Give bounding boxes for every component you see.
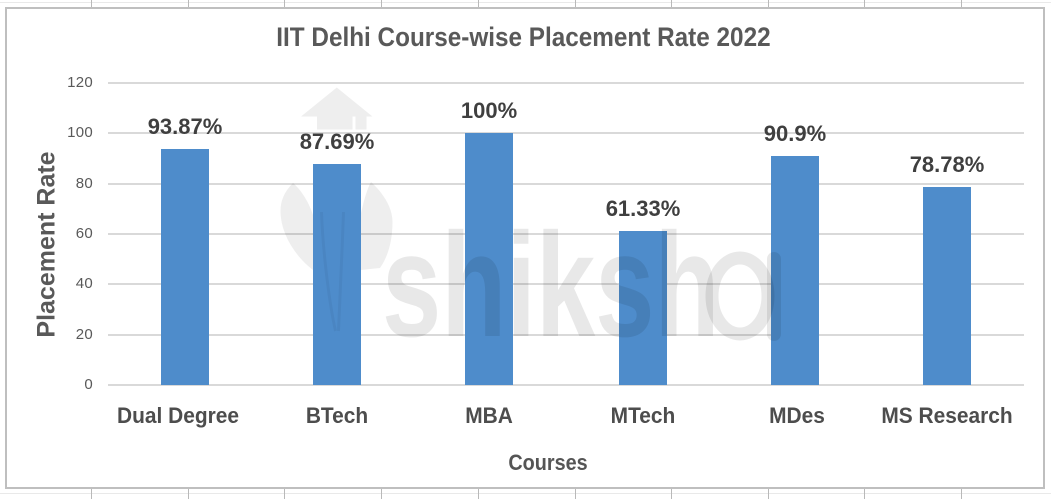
svg-text:shiksh: shiksh bbox=[382, 203, 720, 368]
